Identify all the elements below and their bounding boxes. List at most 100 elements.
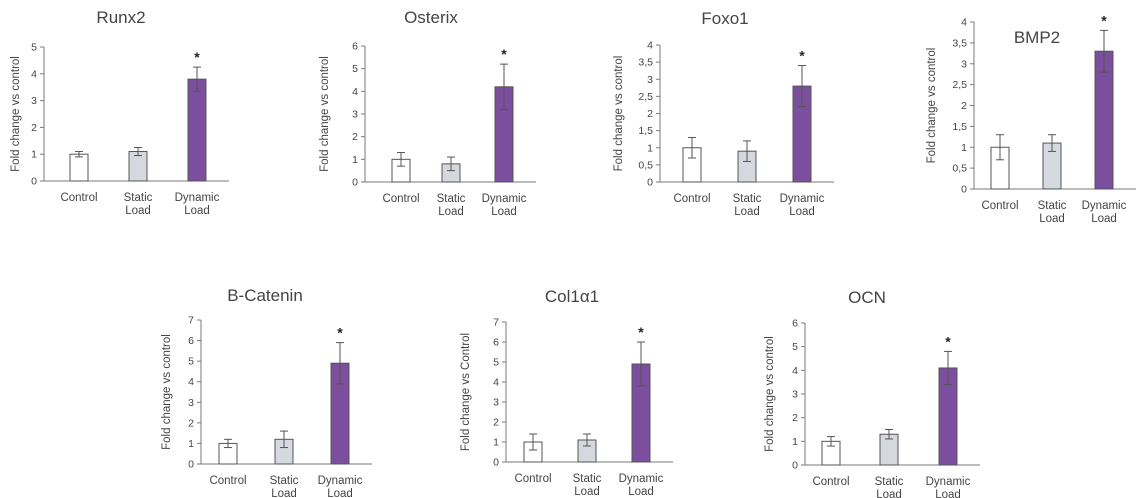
- y-tick-label: 5: [352, 63, 358, 75]
- chart-title: Runx2: [96, 8, 145, 27]
- y-tick-label: 7: [493, 317, 499, 329]
- y-tick-label: 4: [647, 40, 653, 52]
- y-tick-label: 2: [792, 412, 798, 424]
- y-tick-label: 2,5: [952, 79, 967, 91]
- y-tick-label: 1,5: [952, 121, 967, 133]
- y-tick-label: 7: [188, 315, 194, 327]
- x-tick-label: Control: [60, 192, 97, 204]
- y-tick-label: 2: [647, 108, 653, 120]
- y-tick-label: 3: [961, 58, 967, 70]
- y-tick-label: 0: [31, 176, 37, 188]
- chart-title: Foxo1: [701, 9, 748, 28]
- y-axis-label: Fold change vs control: [10, 56, 22, 172]
- x-tick-label: Control: [812, 476, 849, 488]
- x-tick-label: Static Load: [733, 193, 762, 218]
- y-tick-label: 1: [493, 437, 499, 449]
- y-tick-label: 0: [188, 459, 194, 471]
- chart-title: OCN: [848, 288, 886, 307]
- y-tick-label: 3: [352, 109, 358, 121]
- chart-title: BMP2: [1014, 28, 1060, 47]
- x-tick-label: Dynamic Load: [318, 475, 363, 498]
- y-axis-label: Fold change vs Control: [460, 333, 472, 451]
- y-tick-label: 3: [31, 95, 37, 107]
- y-tick-label: 3: [792, 389, 798, 401]
- x-tick-label: Control: [382, 193, 419, 205]
- x-tick-label: Dynamic Load: [619, 473, 664, 498]
- x-tick-label: Static Load: [437, 193, 466, 218]
- y-tick-label: 0,5: [638, 159, 653, 171]
- y-axis-label: Fold change vs control: [764, 336, 776, 452]
- y-tick-label: 1: [188, 438, 194, 450]
- bar-dynamic-load: [187, 78, 207, 182]
- y-tick-label: 0: [647, 177, 653, 189]
- chart-title: Col1α1: [545, 287, 599, 306]
- x-tick-label: Dynamic Load: [175, 192, 220, 217]
- y-tick-label: 4: [31, 68, 37, 80]
- y-tick-label: 1: [647, 142, 653, 154]
- x-tick-label: Static Load: [270, 475, 299, 498]
- chart-panel-6: Col1α1 Fold change vs Control 0 1 2 3 4 5 6 7 Cont…: [460, 287, 673, 498]
- significance-star: *: [799, 48, 805, 64]
- chart-panel-4: BMP2 Fold change vs control 0 0,5 1 1,5 2 2,5 3 3…: [926, 12, 1136, 225]
- chart-panel-7: OCN Fold change vs control 0 1 2 3 4 5 6 Control S…: [764, 288, 980, 498]
- y-tick-label: 3,5: [952, 37, 967, 49]
- y-axis-label: Fold change vs control: [926, 48, 938, 164]
- y-tick-label: 6: [792, 318, 798, 330]
- chart-panel-5: B-Catenin Fold change vs control 0 1 2 3 4 5 6 7 C…: [161, 286, 372, 498]
- y-tick-label: 2: [352, 131, 358, 143]
- chart-panel-1: Runx2 Fold change vs control 0 1 2 3 4 5 Control…: [10, 8, 229, 217]
- y-tick-label: 6: [188, 335, 194, 347]
- significance-star: *: [638, 324, 644, 340]
- y-axis-label: Fold change vs control: [319, 56, 331, 172]
- chart-title: B-Catenin: [227, 286, 303, 305]
- y-tick-label: 2: [188, 417, 194, 429]
- y-tick-label: 4: [352, 86, 358, 98]
- y-tick-label: 1: [31, 149, 37, 161]
- significance-star: *: [945, 333, 951, 349]
- y-tick-label: 5: [31, 42, 37, 54]
- y-tick-label: 5: [188, 356, 194, 368]
- y-tick-label: 3,5: [638, 57, 653, 69]
- y-tick-label: 4: [493, 377, 499, 389]
- y-axis-label: Fold change vs control: [613, 56, 625, 172]
- y-tick-label: 4: [188, 376, 194, 388]
- y-tick-label: 4: [792, 365, 798, 377]
- significance-star: *: [337, 325, 343, 341]
- y-tick-label: 0: [352, 177, 358, 189]
- x-tick-label: Control: [673, 193, 710, 205]
- y-tick-label: 1: [352, 154, 358, 166]
- y-tick-label: 1: [792, 436, 798, 448]
- y-tick-label: 4: [961, 17, 967, 29]
- y-tick-label: 5: [493, 357, 499, 369]
- y-tick-label: 0: [792, 460, 798, 472]
- x-tick-label: Control: [514, 473, 551, 485]
- x-tick-label: Static Load: [1038, 200, 1067, 225]
- chart-panel-3: Foxo1 Fold change vs control 0 0,5 1 1,5 2 2,5 3…: [613, 9, 834, 218]
- y-tick-label: 3: [493, 397, 499, 409]
- y-tick-label: 1: [961, 142, 967, 154]
- x-tick-label: Dynamic Load: [1082, 200, 1127, 225]
- y-tick-label: 3: [188, 397, 194, 409]
- y-tick-label: 6: [493, 337, 499, 349]
- significance-star: *: [1101, 12, 1107, 28]
- y-tick-label: 5: [792, 341, 798, 353]
- chart-title: Osterix: [404, 8, 458, 27]
- bar-control: [69, 153, 89, 182]
- y-tick-label: 2,5: [638, 91, 653, 103]
- x-tick-label: Static Load: [573, 473, 602, 498]
- y-tick-label: 0,5: [952, 163, 967, 175]
- y-tick-label: 2: [961, 100, 967, 112]
- x-tick-label: Control: [981, 200, 1018, 212]
- x-tick-label: Dynamic Load: [780, 193, 825, 218]
- y-tick-label: 3: [647, 74, 653, 86]
- y-tick-label: 0: [961, 184, 967, 196]
- x-tick-label: Static Load: [875, 476, 904, 498]
- y-tick-label: 0: [493, 457, 499, 469]
- chart-panel-2: Osterix Fold change vs control 0 1 2 3 4 5 6 Cont…: [319, 8, 536, 218]
- y-tick-label: 2: [31, 122, 37, 134]
- y-axis-label: Fold change vs control: [161, 334, 173, 450]
- x-tick-label: Control: [209, 475, 246, 487]
- x-tick-label: Dynamic Load: [926, 476, 971, 498]
- significance-star: *: [194, 49, 200, 65]
